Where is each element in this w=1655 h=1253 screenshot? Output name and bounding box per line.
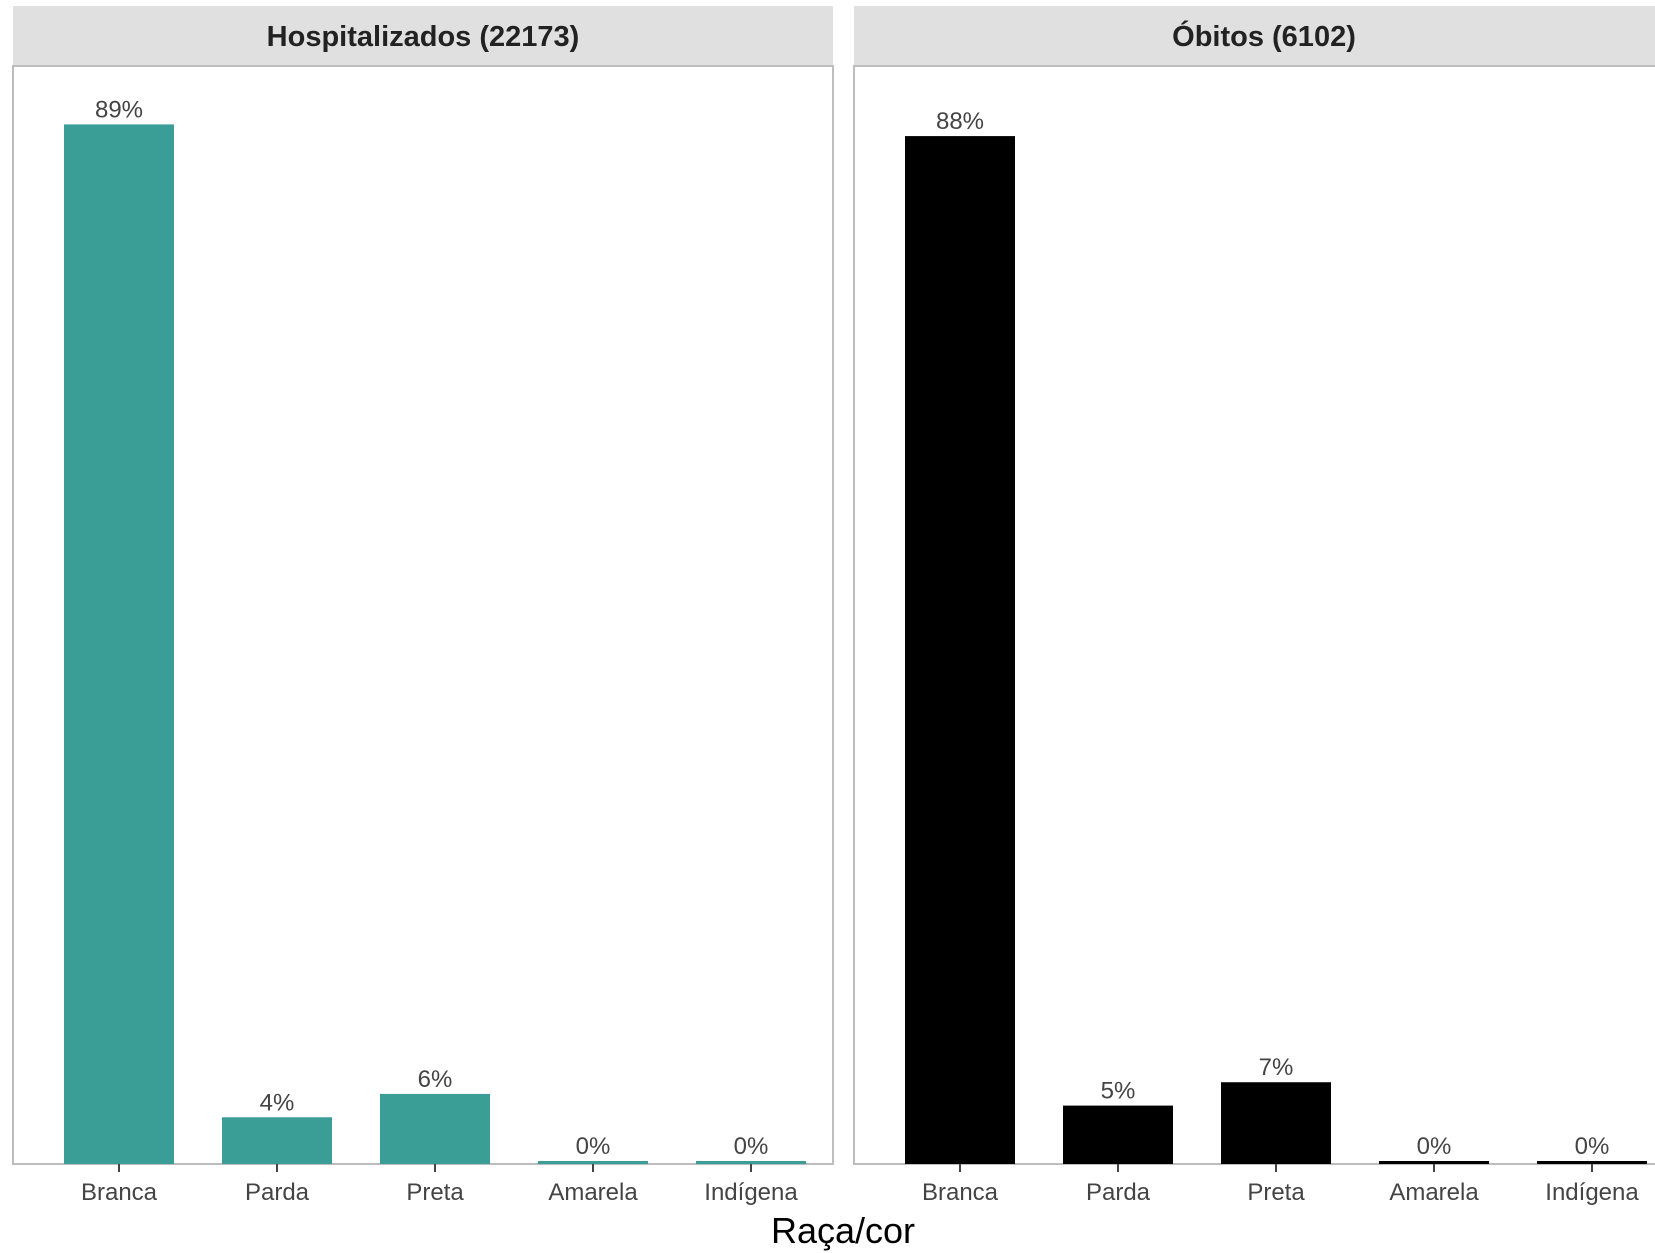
- x-axis-title: Raça/cor: [771, 1210, 915, 1251]
- bar: [1379, 1161, 1489, 1164]
- bar-value-label: 89%: [95, 96, 143, 123]
- bar: [380, 1093, 490, 1164]
- x-tick-label: Preta: [1247, 1179, 1305, 1206]
- bar: [64, 124, 174, 1164]
- x-tick-label: Branca: [922, 1179, 999, 1206]
- bar: [905, 136, 1015, 1165]
- x-tick-label: Indígena: [1545, 1179, 1639, 1206]
- bar-value-label: 6%: [418, 1066, 453, 1093]
- x-tick-label: Branca: [81, 1179, 158, 1206]
- bar: [696, 1161, 806, 1164]
- bar-value-label: 0%: [1417, 1133, 1452, 1160]
- bar: [1063, 1105, 1173, 1164]
- bar-value-label: 0%: [1575, 1133, 1610, 1160]
- x-tick-label: Indígena: [704, 1179, 798, 1206]
- bar-value-label: 7%: [1259, 1054, 1294, 1081]
- facet-title: Óbitos (6102): [1172, 19, 1356, 53]
- facet-title: Hospitalizados (22173): [267, 21, 580, 53]
- bar: [538, 1161, 648, 1164]
- x-tick-label: Preta: [406, 1179, 464, 1206]
- bar-value-label: 4%: [260, 1089, 295, 1116]
- bar-value-label: 0%: [576, 1133, 611, 1160]
- bar: [222, 1117, 332, 1164]
- bar: [1221, 1082, 1331, 1164]
- x-tick-label: Amarela: [1389, 1179, 1479, 1206]
- facet-strip: [854, 6, 1655, 66]
- bar-value-label: 88%: [936, 108, 984, 135]
- bar-value-label: 5%: [1101, 1078, 1136, 1105]
- x-tick-label: Parda: [1086, 1179, 1151, 1206]
- bar-value-label: 0%: [734, 1133, 769, 1160]
- x-tick-label: Parda: [245, 1179, 310, 1206]
- facet-strip: [13, 6, 833, 66]
- x-tick-label: Amarela: [548, 1179, 638, 1206]
- bar: [1537, 1161, 1647, 1164]
